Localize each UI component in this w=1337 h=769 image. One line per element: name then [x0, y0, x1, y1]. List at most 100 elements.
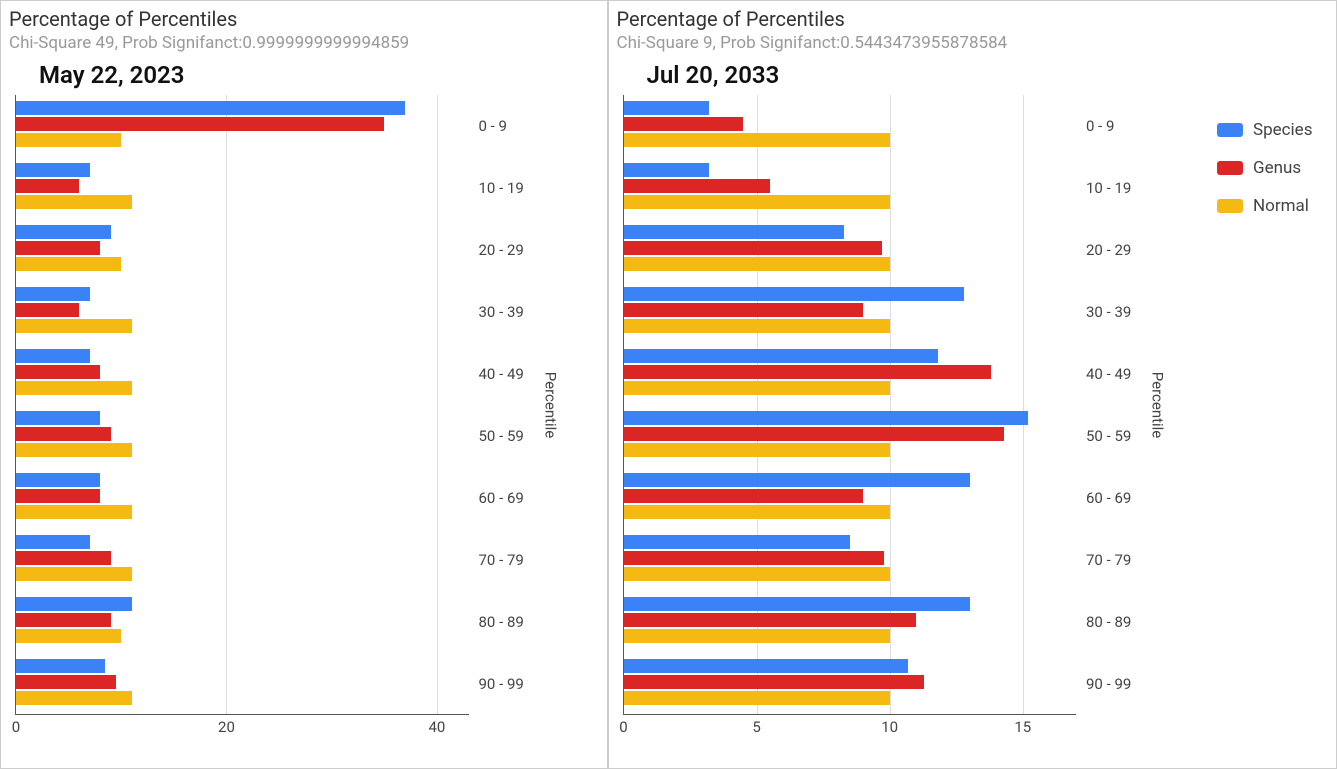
percentile-row: 30 - 39 — [16, 281, 469, 343]
percentile-row: 0 - 9 — [624, 95, 1077, 157]
x-tick-label: 20 — [218, 718, 235, 736]
panel-title: Percentage of Percentiles — [9, 7, 599, 31]
bar-species — [624, 411, 1029, 425]
percentile-row: 40 - 49 — [16, 343, 469, 405]
bar-genus — [16, 489, 100, 503]
bar-genus — [624, 551, 885, 565]
legend-swatch-species — [1217, 123, 1243, 137]
bar-normal — [16, 381, 132, 395]
percentile-row: 60 - 69 — [16, 467, 469, 529]
y-axis-title: Percentile — [541, 371, 559, 438]
x-tick-label: 0 — [619, 718, 627, 736]
bar-normal — [624, 629, 890, 643]
bar-normal — [16, 133, 121, 147]
bar-species — [624, 101, 709, 115]
bar-species — [16, 225, 111, 239]
legend-swatch-genus — [1217, 161, 1243, 175]
y-axis-title: Percentile — [1149, 371, 1167, 438]
bar-normal — [16, 629, 121, 643]
panel-date: May 22, 2023 — [39, 61, 599, 89]
percentile-row: 90 - 99 — [624, 653, 1077, 715]
bar-species — [624, 597, 970, 611]
bar-normal — [624, 133, 890, 147]
percentile-row: 80 - 89 — [624, 591, 1077, 653]
percentile-row: 50 - 59 — [16, 405, 469, 467]
bar-species — [624, 349, 938, 363]
bar-normal — [624, 567, 890, 581]
percentile-row-label: 20 - 29 — [479, 241, 549, 259]
legend-item-genus: Genus — [1217, 158, 1327, 178]
bar-genus — [624, 241, 882, 255]
percentile-row-label: 50 - 59 — [1086, 427, 1156, 445]
legend-item-normal: Normal — [1217, 196, 1327, 216]
percentile-row: 70 - 79 — [16, 529, 469, 591]
panel-date: Jul 20, 2033 — [647, 61, 1207, 89]
bar-normal — [624, 319, 890, 333]
x-tick-label: 0 — [12, 718, 20, 736]
percentile-row: 70 - 79 — [624, 529, 1077, 591]
percentile-row-label: 90 - 99 — [1086, 675, 1156, 693]
chart-area: 0510150 - 910 - 1920 - 2930 - 3940 - 495… — [623, 95, 1077, 715]
percentile-row-label: 20 - 29 — [1086, 241, 1156, 259]
bar-genus — [16, 117, 384, 131]
percentile-row-label: 10 - 19 — [479, 179, 549, 197]
bar-species — [16, 101, 405, 115]
percentile-row: 10 - 19 — [624, 157, 1077, 219]
bar-species — [624, 225, 845, 239]
bar-species — [16, 163, 90, 177]
percentile-row: 40 - 49 — [624, 343, 1077, 405]
bar-species — [624, 659, 909, 673]
bar-species — [16, 535, 90, 549]
bar-genus — [16, 613, 111, 627]
bar-normal — [624, 257, 890, 271]
percentile-row-label: 60 - 69 — [1086, 489, 1156, 507]
bar-genus — [16, 365, 100, 379]
bar-genus — [624, 303, 864, 317]
legend: SpeciesGenusNormal — [1217, 120, 1327, 234]
percentile-row: 20 - 29 — [624, 219, 1077, 281]
percentile-row-label: 10 - 19 — [1086, 179, 1156, 197]
chart-panel-0: Percentage of PercentilesChi-Square 49, … — [0, 0, 608, 769]
panel-subtitle: Chi-Square 9, Prob Signifanct:0.54434739… — [617, 33, 1207, 53]
bar-genus — [624, 675, 925, 689]
bar-normal — [624, 443, 890, 457]
percentile-row-label: 70 - 79 — [1086, 551, 1156, 569]
bar-genus — [624, 365, 991, 379]
x-tick-label: 5 — [752, 718, 760, 736]
bar-normal — [624, 505, 890, 519]
bar-species — [16, 287, 90, 301]
bar-genus — [16, 675, 116, 689]
bar-species — [16, 473, 100, 487]
plot: 020400 - 910 - 1920 - 2930 - 3940 - 4950… — [15, 95, 469, 715]
bar-genus — [624, 613, 917, 627]
percentile-row-label: 50 - 59 — [479, 427, 549, 445]
bar-normal — [16, 505, 132, 519]
x-tick-label: 10 — [881, 718, 898, 736]
bar-normal — [16, 443, 132, 457]
chart-area: 020400 - 910 - 1920 - 2930 - 3940 - 4950… — [15, 95, 469, 715]
percentile-row: 80 - 89 — [16, 591, 469, 653]
bar-normal — [16, 195, 132, 209]
bar-genus — [16, 241, 100, 255]
bar-genus — [624, 427, 1005, 441]
legend-swatch-normal — [1217, 199, 1243, 213]
percentile-row: 20 - 29 — [16, 219, 469, 281]
percentile-row-label: 30 - 39 — [1086, 303, 1156, 321]
panel-title: Percentage of Percentiles — [617, 7, 1207, 31]
bar-genus — [624, 117, 744, 131]
bar-species — [16, 349, 90, 363]
bar-normal — [624, 195, 890, 209]
bar-genus — [624, 489, 864, 503]
bar-normal — [624, 691, 890, 705]
percentile-row: 60 - 69 — [624, 467, 1077, 529]
bar-normal — [16, 257, 121, 271]
bar-normal — [624, 381, 890, 395]
percentile-row-label: 30 - 39 — [479, 303, 549, 321]
percentile-row-label: 90 - 99 — [479, 675, 549, 693]
percentile-row-label: 70 - 79 — [479, 551, 549, 569]
chart-panel-1: Percentage of PercentilesChi-Square 9, P… — [608, 0, 1337, 769]
bar-normal — [16, 691, 132, 705]
plot: 0510150 - 910 - 1920 - 2930 - 3940 - 495… — [623, 95, 1077, 715]
percentile-row: 50 - 59 — [624, 405, 1077, 467]
percentile-row: 30 - 39 — [624, 281, 1077, 343]
